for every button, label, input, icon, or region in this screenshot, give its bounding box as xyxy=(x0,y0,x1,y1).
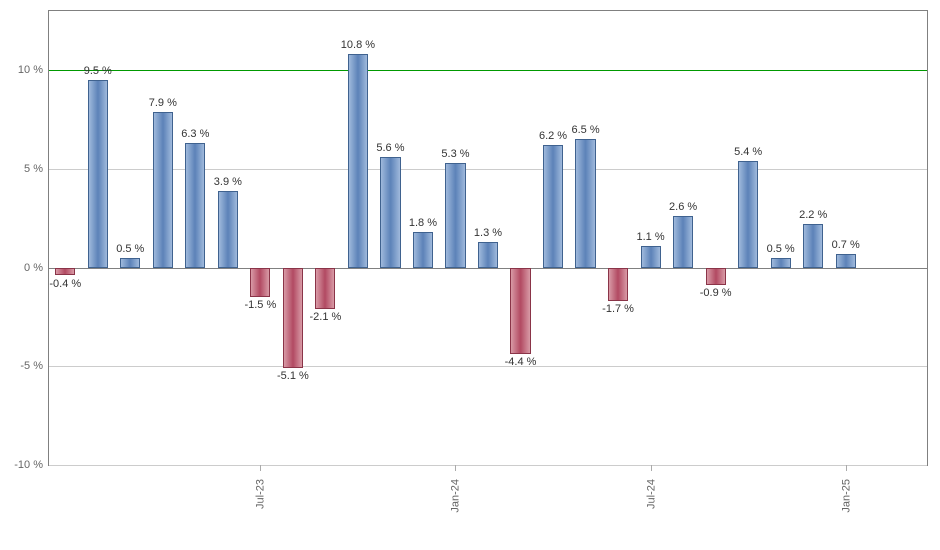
bar-value-label: 0.5 % xyxy=(116,243,144,255)
bar-value-label: -5.1 % xyxy=(277,370,309,382)
bar-value-label: -0.9 % xyxy=(700,287,732,299)
bar xyxy=(380,157,400,268)
bar-value-label: 5.6 % xyxy=(376,142,404,154)
bar-value-label: 1.3 % xyxy=(474,227,502,239)
bar xyxy=(315,268,335,309)
bar xyxy=(673,216,693,267)
bar xyxy=(348,54,368,267)
bar xyxy=(706,268,726,286)
bar xyxy=(413,232,433,268)
y-gridline xyxy=(49,268,927,269)
reference-line xyxy=(49,70,927,71)
bar-value-label: 0.5 % xyxy=(767,243,795,255)
bar xyxy=(738,161,758,268)
x-tick xyxy=(846,465,847,471)
bar xyxy=(771,258,791,268)
bar-value-label: 2.6 % xyxy=(669,201,697,213)
x-tick-label: Jul-23 xyxy=(255,475,267,509)
bar-value-label: 6.5 % xyxy=(571,124,599,136)
x-tick xyxy=(651,465,652,471)
y-gridline xyxy=(49,169,927,170)
bar-value-label: -1.5 % xyxy=(244,299,276,311)
bar xyxy=(153,112,173,268)
bar xyxy=(185,143,205,267)
plot-area: -10 %-5 %0 %5 %10 %Jul-23Jan-24Jul-24Jan… xyxy=(48,10,928,466)
bar xyxy=(120,258,140,268)
bar-value-label: 0.7 % xyxy=(832,239,860,251)
bar xyxy=(803,224,823,267)
y-tick-label: -5 % xyxy=(20,360,49,372)
percent-bar-chart: -10 % -5 % 0 % 5 % 10 % Jul-23 Jan-24 Jul-24 Jan… xyxy=(0,0,940,550)
y-gridline xyxy=(49,465,927,466)
bar-value-label: -2.1 % xyxy=(310,311,342,323)
bar xyxy=(575,139,595,267)
y-gridline xyxy=(49,366,927,367)
x-tick xyxy=(260,465,261,471)
bar xyxy=(543,145,563,267)
bar xyxy=(478,242,498,268)
bar-value-label: 10.8 % xyxy=(341,39,375,51)
bar xyxy=(510,268,530,355)
bar xyxy=(218,191,238,268)
bar xyxy=(445,163,465,268)
bar-value-label: 1.1 % xyxy=(637,231,665,243)
x-tick-label: Jul-24 xyxy=(645,475,657,509)
bar-value-label: -0.4 % xyxy=(49,278,81,290)
x-tick-label: Jan-24 xyxy=(450,475,462,513)
bar-value-label: 9.5 % xyxy=(84,65,112,77)
bar-value-label: -1.7 % xyxy=(602,303,634,315)
bar xyxy=(608,268,628,302)
bar-value-label: 3.9 % xyxy=(214,176,242,188)
bar-value-label: 6.3 % xyxy=(181,128,209,140)
bar xyxy=(250,268,270,298)
y-tick-label: 5 % xyxy=(24,163,49,175)
y-tick-label: 0 % xyxy=(24,262,49,274)
bar xyxy=(283,268,303,369)
bar-value-label: 2.2 % xyxy=(799,209,827,221)
bar-value-label: 6.2 % xyxy=(539,130,567,142)
bar-value-label: 5.4 % xyxy=(734,146,762,158)
bar xyxy=(836,254,856,268)
y-tick-label: 10 % xyxy=(18,64,49,76)
bar xyxy=(641,246,661,268)
y-tick-label: -10 % xyxy=(14,459,49,471)
bar-value-label: 5.3 % xyxy=(441,148,469,160)
bar-value-label: -4.4 % xyxy=(505,356,537,368)
bar-value-label: 1.8 % xyxy=(409,217,437,229)
bar xyxy=(88,80,108,268)
x-tick-label: Jan-25 xyxy=(840,475,852,513)
bar xyxy=(55,268,75,276)
x-tick xyxy=(455,465,456,471)
bar-value-label: 7.9 % xyxy=(149,97,177,109)
